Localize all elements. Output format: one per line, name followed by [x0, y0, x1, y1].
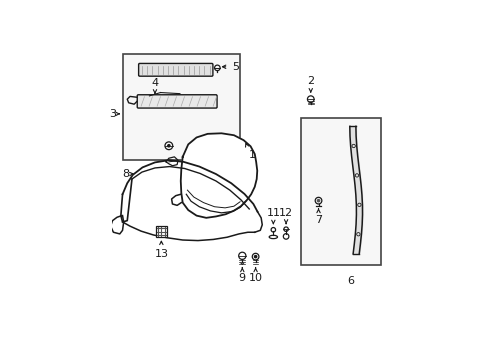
Text: 13: 13 — [154, 249, 168, 259]
Text: 3: 3 — [109, 109, 116, 119]
Bar — [123, 54, 239, 159]
Bar — [300, 118, 380, 265]
Text: 11: 11 — [266, 208, 280, 218]
Circle shape — [254, 256, 256, 258]
Text: 10: 10 — [248, 273, 262, 283]
Text: 6: 6 — [346, 276, 353, 286]
Text: 7: 7 — [314, 215, 322, 225]
Text: 4: 4 — [151, 77, 158, 87]
Text: 2: 2 — [306, 76, 314, 86]
Text: 12: 12 — [279, 208, 293, 218]
Circle shape — [317, 199, 319, 202]
Circle shape — [167, 145, 170, 147]
Text: 1: 1 — [248, 150, 255, 160]
Text: 9: 9 — [238, 273, 245, 283]
FancyBboxPatch shape — [137, 95, 217, 108]
Polygon shape — [181, 133, 257, 218]
FancyBboxPatch shape — [138, 63, 212, 76]
Text: 8: 8 — [122, 169, 129, 179]
Bar — [156, 226, 166, 237]
Text: 5: 5 — [231, 62, 238, 72]
